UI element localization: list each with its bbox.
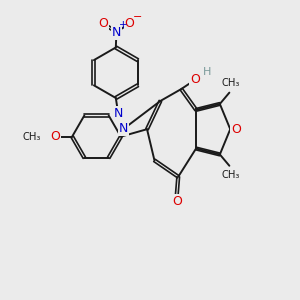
Text: O: O — [190, 73, 200, 86]
Text: H: H — [202, 67, 211, 77]
Text: O: O — [50, 130, 60, 143]
Text: CH₃: CH₃ — [221, 170, 240, 180]
Text: O: O — [124, 17, 134, 30]
Text: CH₃: CH₃ — [221, 79, 240, 88]
Text: N: N — [119, 122, 128, 135]
Text: O: O — [98, 17, 108, 30]
Text: CH₃: CH₃ — [22, 132, 40, 142]
Text: N: N — [112, 26, 121, 38]
Text: N: N — [113, 107, 123, 120]
Text: −: − — [133, 12, 142, 22]
Text: O: O — [231, 123, 241, 136]
Text: +: + — [119, 20, 128, 30]
Text: O: O — [172, 195, 182, 208]
